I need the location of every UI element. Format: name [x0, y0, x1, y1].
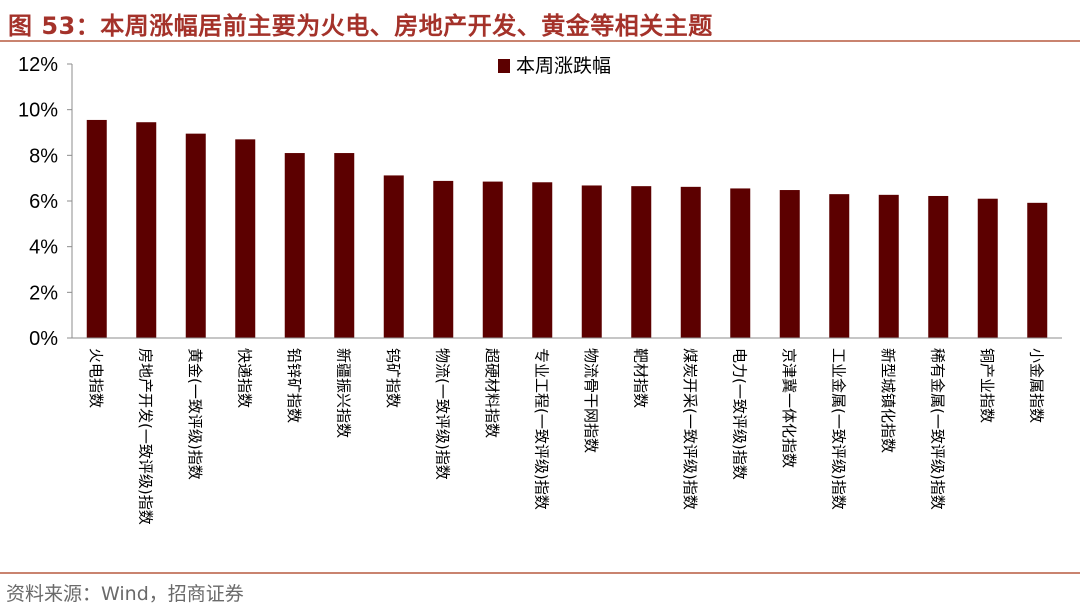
- bar: [185, 133, 206, 338]
- bar: [532, 182, 553, 338]
- x-tick-label: 火电指数: [87, 348, 105, 408]
- source-note: 资料来源：Wind，招商证券: [6, 583, 244, 605]
- x-tick-label: 工业金属(一致评级)指数: [829, 348, 847, 510]
- x-tick-label: 黄金(一致评级)指数: [186, 348, 204, 480]
- x-tick-label: 钨矿指数: [384, 348, 402, 408]
- x-tick-label: 煤炭开采(一致评级)指数: [681, 348, 699, 510]
- legend-swatch: [498, 59, 510, 73]
- bar-chart: 0% 2% 4% 6% 8% 10% 12% 火电指数 房地产开发(一致评级)指数 黄金(一致评…: [18, 54, 1062, 525]
- bar: [581, 185, 602, 338]
- bar: [680, 186, 701, 338]
- footer-divider: [0, 572, 1080, 574]
- x-tick-label: 靶材指数: [631, 348, 649, 408]
- bar: [779, 190, 800, 338]
- bar: [730, 188, 751, 338]
- x-tick-label: 铜产业指数: [978, 348, 996, 423]
- bar: [878, 194, 899, 338]
- x-tick-label: 铅锌矿指数: [285, 348, 303, 423]
- x-tick-label: 新型城镇化指数: [879, 348, 897, 453]
- bar-series: [86, 119, 1048, 338]
- y-tick-label: 12%: [18, 54, 58, 76]
- bar: [136, 122, 157, 338]
- x-tick-label: 超硬材料指数: [483, 348, 501, 438]
- bar: [928, 195, 949, 338]
- y-tick-label: 6%: [29, 191, 58, 213]
- legend: 本周涨跌幅: [498, 55, 611, 77]
- x-tick-label: 快递指数: [235, 348, 253, 408]
- x-tick-label: 专业工程(一致评级)指数: [532, 348, 550, 510]
- bar: [433, 180, 454, 338]
- bar: [383, 175, 404, 338]
- bar: [1027, 202, 1048, 338]
- figure-title: 图 53：本周涨幅居前主要为火电、房地产开发、黄金等相关主题: [8, 12, 713, 40]
- bar: [86, 119, 107, 338]
- legend-label: 本周涨跌幅: [516, 55, 611, 77]
- y-tick-label: 4%: [29, 237, 58, 259]
- x-tick-label: 京津冀一体化指数: [780, 348, 798, 468]
- y-axis: 0% 2% 4% 6% 8% 10% 12%: [18, 54, 73, 350]
- x-tick-label: 新疆振兴指数: [334, 348, 352, 438]
- x-tick-label: 物流骨干网指数: [582, 348, 600, 453]
- x-tick-label: 小金属指数: [1027, 348, 1045, 423]
- x-tick-label: 物流(一致评级)指数: [433, 348, 451, 480]
- x-tick-label: 房地产开发(一致评级)指数: [136, 348, 154, 525]
- title-divider: [0, 40, 1080, 42]
- bar: [284, 153, 305, 338]
- bar: [334, 153, 355, 338]
- x-tick-label: 电力(一致评级)指数: [730, 348, 748, 480]
- bar: [631, 186, 652, 338]
- x-axis: 火电指数 房地产开发(一致评级)指数 黄金(一致评级)指数 快递指数 铅锌矿指数 新疆振兴…: [72, 337, 1062, 525]
- y-tick-label: 8%: [29, 145, 58, 167]
- bar: [977, 198, 998, 338]
- bar: [235, 139, 256, 338]
- bar: [829, 194, 850, 338]
- y-tick-label: 10%: [18, 100, 58, 122]
- bar: [482, 181, 503, 338]
- y-tick-label: 2%: [29, 282, 58, 304]
- x-tick-label: 稀有金属(一致评级)指数: [928, 348, 946, 510]
- y-tick-label: 0%: [29, 328, 58, 350]
